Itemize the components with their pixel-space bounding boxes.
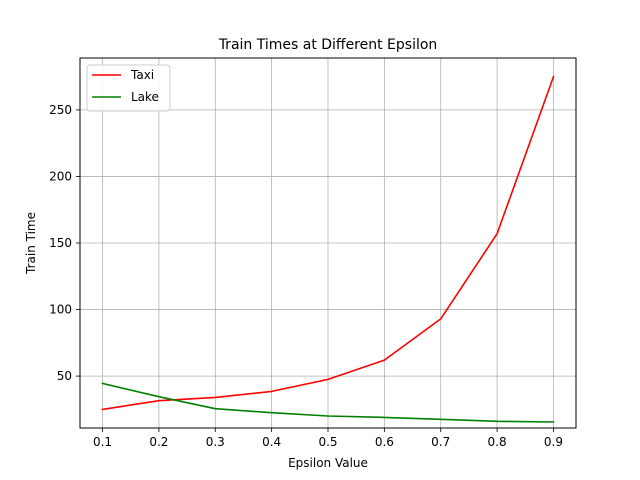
y-tick-label: 100 xyxy=(49,303,72,317)
grid xyxy=(80,58,576,428)
x-tick-label: 0.6 xyxy=(375,435,394,449)
legend-entries: Taxi Lake xyxy=(92,68,159,104)
y-tick-label: 50 xyxy=(57,369,72,383)
x-tick-label: 0.4 xyxy=(262,435,281,449)
legend-label-lake: Lake xyxy=(131,90,159,104)
x-tick-label: 0.2 xyxy=(149,435,168,449)
y-axis-ticks: 50 100 150 200 250 xyxy=(49,103,80,383)
x-axis-ticks: 0.1 0.2 0.3 0.4 0.5 0.6 0.7 0.8 0.9 xyxy=(93,428,563,449)
x-tick-label: 0.5 xyxy=(318,435,337,449)
series-line-lake xyxy=(101,382,555,423)
x-tick-label: 0.7 xyxy=(431,435,450,449)
legend: Taxi Lake xyxy=(86,64,171,112)
y-tick-label: 200 xyxy=(49,169,72,183)
legend-label-taxi: Taxi xyxy=(130,68,154,82)
series-line-taxi xyxy=(101,75,555,411)
x-axis-label: Epsilon Value xyxy=(288,456,368,470)
chart-title: Train Times at Different Epsilon xyxy=(218,37,438,53)
x-tick-label: 0.3 xyxy=(206,435,225,449)
x-tick-label: 0.8 xyxy=(488,435,507,449)
x-tick-label: 0.9 xyxy=(544,435,563,449)
y-tick-label: 250 xyxy=(49,103,72,117)
x-tick-label: 0.1 xyxy=(93,435,112,449)
y-tick-label: 150 xyxy=(49,236,72,250)
y-axis-label: Train Time xyxy=(24,212,38,275)
series-lines xyxy=(101,75,555,423)
legend-box xyxy=(86,64,171,112)
